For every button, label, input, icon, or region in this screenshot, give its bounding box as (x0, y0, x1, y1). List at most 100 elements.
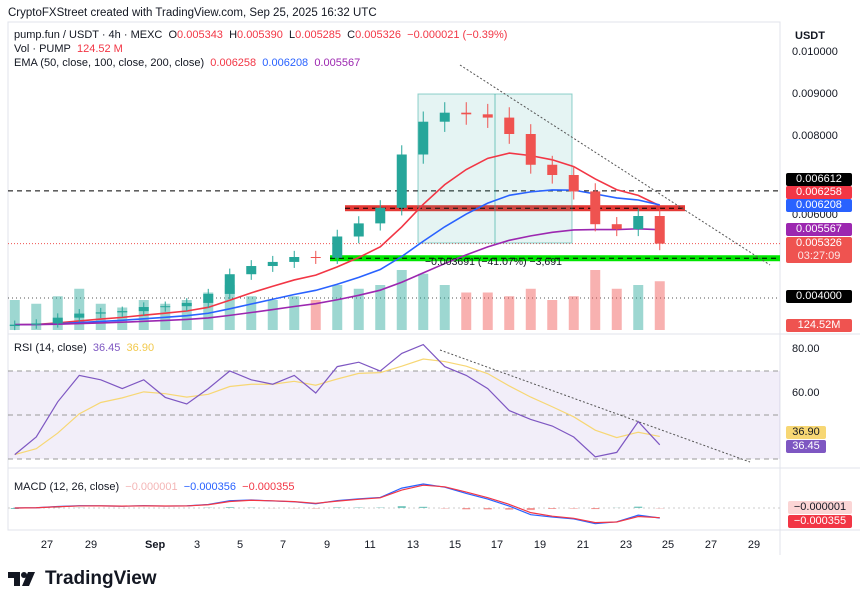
candle (611, 224, 622, 230)
symbol-legend: pump.fun / USDT · 4h · MEXC O0.005343 H0… (14, 29, 507, 41)
candle (547, 164, 558, 175)
macd-histogram-bar (569, 508, 578, 509)
price-tick: 0.009000 (792, 88, 838, 100)
volume-bar (504, 296, 515, 330)
volume-bar (224, 285, 235, 330)
volume-bar (117, 307, 128, 330)
volume-bar (31, 303, 42, 330)
candle (181, 302, 192, 307)
candle (203, 293, 214, 303)
open-label: O (168, 29, 178, 41)
candle (117, 311, 128, 313)
macd-legend: MACD (12, 26, close) −0.000001 −0.000356… (14, 481, 294, 493)
rsi-tick: 60.00 (792, 387, 820, 399)
macd-label[interactable]: MACD (12, 26, close) (14, 481, 120, 493)
measure-label: −0.003691 (−41.07%) −3,691 (425, 256, 562, 268)
volume-bar (203, 292, 214, 330)
macd-histogram-bar (483, 508, 492, 510)
candle (461, 112, 472, 115)
time-tick: 19 (533, 539, 547, 551)
close-value: 0.005326 (355, 29, 402, 41)
time-tick: Sep (145, 539, 166, 551)
price-tick: 0.008000 (792, 130, 838, 142)
ema200-value: 0.005567 (314, 57, 361, 69)
open-value: 0.005343 (177, 29, 223, 41)
candle (52, 317, 63, 324)
candle (246, 266, 257, 275)
change-value: −0.000021 (−0.39%) (407, 29, 508, 41)
volume-legend: Vol · PUMP 124.52 M (14, 43, 123, 55)
candle (332, 236, 343, 258)
macd-hist-price-label: −0.000001 (788, 501, 852, 514)
time-tick: 11 (364, 539, 376, 551)
candle (267, 261, 278, 267)
rsi-line (14, 343, 661, 458)
macd-histogram-bar (505, 508, 514, 510)
time-tick: 21 (576, 539, 590, 551)
rsi-value: 36.45 (92, 342, 121, 354)
volume-bar (310, 300, 321, 330)
candle (9, 324, 20, 327)
currency-label[interactable]: USDT (795, 30, 825, 42)
volume-bar (654, 281, 665, 330)
time-tick: 9 (323, 539, 331, 551)
macd-histogram-bar (333, 507, 342, 508)
volume-value: 124.52 M (76, 43, 123, 55)
macd-histogram-bar (10, 508, 19, 509)
tradingview-logo[interactable]: TradingView (8, 568, 157, 590)
ema-legend: EMA (50, close, 100, close, 200, close) … (14, 57, 360, 69)
volume-price-label: 124.52M (786, 319, 852, 332)
volume-bar (289, 296, 300, 330)
ema-label[interactable]: EMA (50, close, 100, close, 200, close) (14, 57, 205, 69)
macd-histogram-bar (419, 506, 428, 508)
ema100-value: 0.006208 (262, 57, 309, 69)
time-tick: 7 (279, 539, 287, 551)
price-tick: 0.010000 (792, 46, 838, 58)
time-tick: 29 (84, 539, 98, 551)
ema100-price-label: 0.006208 (786, 199, 852, 212)
price-tick: 0.006000 (792, 209, 838, 221)
rsi-label[interactable]: RSI (14, close) (14, 342, 87, 354)
trendline (459, 64, 771, 266)
ema200-price-label: 0.005567 (786, 223, 852, 236)
candle (525, 134, 536, 165)
candle (654, 216, 665, 244)
time-tick: 23 (619, 539, 633, 551)
rsi-ma-value: 36.90 (126, 342, 155, 354)
macd-histogram-bar (526, 508, 535, 511)
volume-bar (396, 270, 407, 330)
ema50-value: 0.006258 (210, 57, 257, 69)
time-tick: 29 (747, 539, 761, 551)
volume-bar (52, 296, 63, 330)
volume-bar (461, 292, 472, 330)
brand-name: TradingView (45, 568, 157, 589)
macd-signal-price-label: −0.000355 (788, 515, 852, 528)
candle (482, 114, 493, 118)
time-tick: 3 (193, 539, 201, 551)
macd-signal-value: −0.000355 (242, 481, 295, 493)
candle (289, 257, 300, 262)
candle (504, 117, 515, 134)
candle (95, 312, 106, 314)
candle (375, 207, 386, 224)
macd-histogram-bar (462, 508, 471, 510)
high-value: 0.005390 (237, 29, 283, 41)
volume-bar (9, 300, 20, 330)
rsi-trendline (439, 349, 751, 463)
volume-bar (482, 292, 493, 330)
rsi-legend: RSI (14, close) 36.45 36.90 (14, 342, 154, 354)
macd-hist-value: −0.000001 (125, 481, 178, 493)
ema100-line (14, 189, 660, 326)
time-tick: 5 (236, 539, 244, 551)
candle (224, 274, 235, 294)
candle (418, 121, 429, 155)
candle (31, 323, 42, 325)
level-label-low: 0.004000 (786, 290, 852, 303)
last-price-label: 0.005326 03:27:09 (786, 237, 852, 263)
candle (439, 112, 450, 122)
volume-label[interactable]: Vol · PUMP (14, 43, 71, 55)
volume-bar (418, 273, 429, 330)
volume-bar (439, 285, 450, 330)
symbol-title[interactable]: pump.fun / USDT · 4h · MEXC (14, 29, 163, 41)
